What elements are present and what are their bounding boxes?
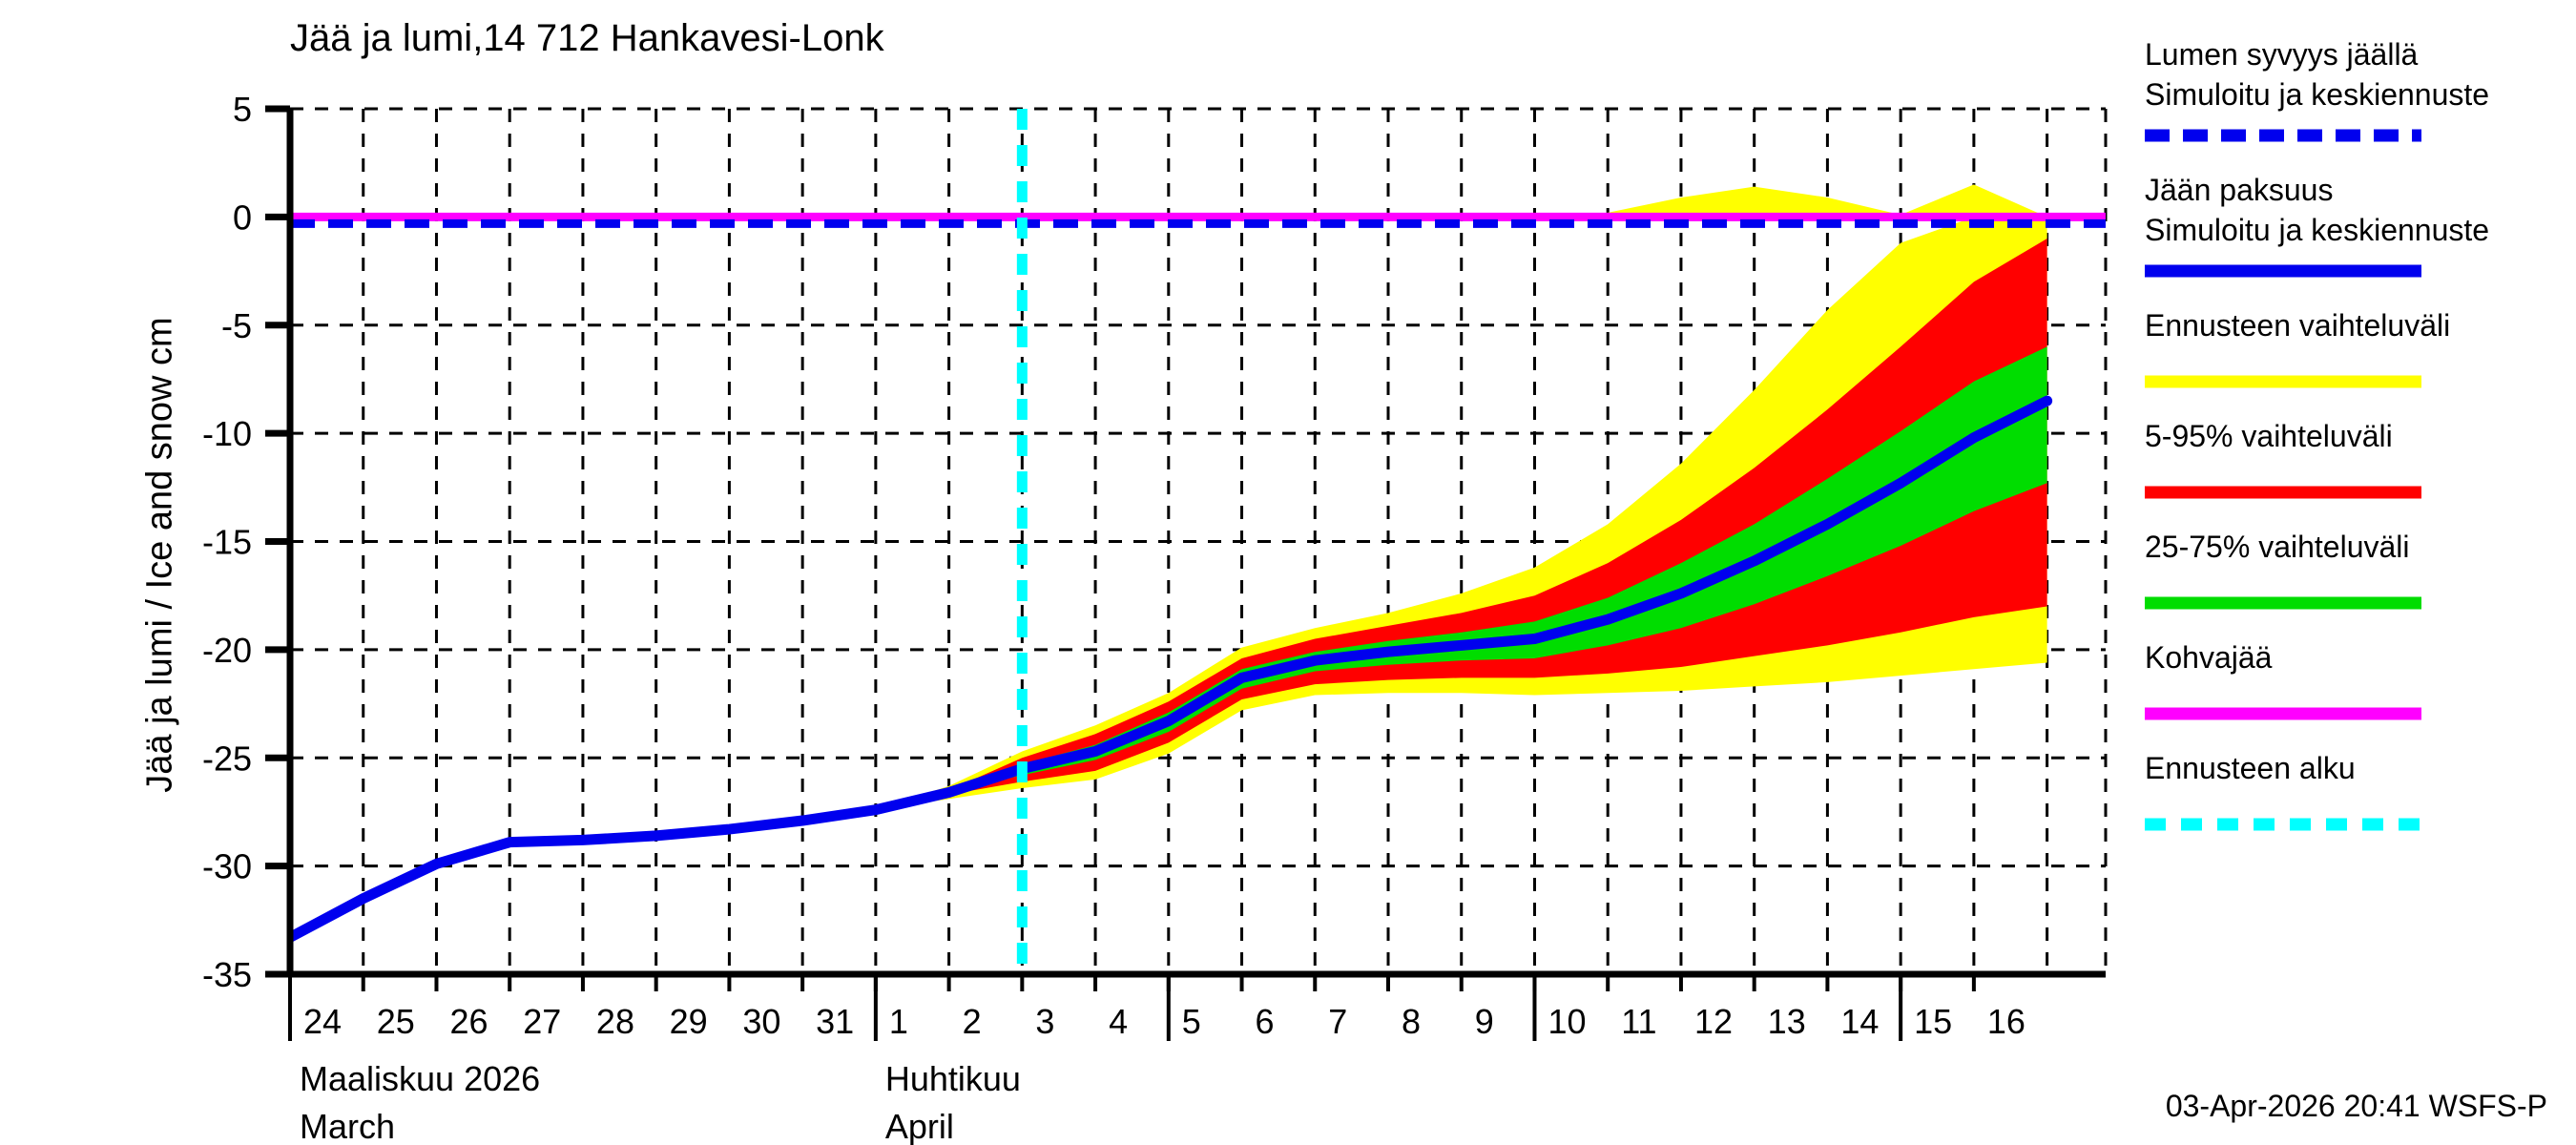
- svg-text:5: 5: [233, 90, 252, 129]
- svg-text:0: 0: [233, 198, 252, 237]
- svg-text:14: 14: [1840, 1002, 1879, 1041]
- svg-text:6: 6: [1256, 1002, 1275, 1041]
- svg-text:12: 12: [1694, 1002, 1733, 1041]
- svg-text:13: 13: [1768, 1002, 1806, 1041]
- svg-text:25: 25: [377, 1002, 415, 1041]
- svg-text:-30: -30: [202, 847, 252, 886]
- svg-text:28: 28: [596, 1002, 634, 1041]
- legend-heading: Ennusteen alku: [2145, 751, 2356, 785]
- page-title: Jää ja lumi,14 712 Hankavesi-Lonk: [290, 17, 884, 59]
- ice-mean-line: [290, 395, 2053, 943]
- legend-heading: 25-75% vaihteluväli: [2145, 530, 2410, 564]
- svg-text:27: 27: [523, 1002, 561, 1041]
- legend-heading: Kohvajää: [2145, 640, 2273, 675]
- svg-text:-25: -25: [202, 739, 252, 778]
- svg-text:Huhtikuu: Huhtikuu: [885, 1059, 1021, 1098]
- svg-text:11: 11: [1621, 1002, 1656, 1041]
- legend-subheading: Simuloitu ja keskiennuste: [2145, 213, 2489, 247]
- month-labels: Maaliskuu 2026 March Huhtikuu April: [300, 1059, 1021, 1145]
- svg-text:March: March: [300, 1107, 395, 1145]
- svg-text:Maaliskuu 2026: Maaliskuu 2026: [300, 1059, 540, 1098]
- svg-text:9: 9: [1475, 1002, 1494, 1041]
- svg-text:7: 7: [1328, 1002, 1347, 1041]
- footer-timestamp: 03-Apr-2026 20:41 WSFS-P: [2165, 1089, 2547, 1123]
- data-bands: [290, 109, 2106, 974]
- x-axis-ticks: 24 25 26 27 28 29 30 31 1 2 3 4 5 6 7 8 9 10 11 12 13 14 15 16: [288, 974, 2025, 1041]
- svg-text:3: 3: [1035, 1002, 1054, 1041]
- svg-text:24: 24: [303, 1002, 342, 1041]
- svg-text:2: 2: [963, 1002, 982, 1041]
- svg-text:26: 26: [449, 1002, 488, 1041]
- svg-text:8: 8: [1402, 1002, 1421, 1041]
- svg-text:-15: -15: [202, 523, 252, 562]
- legend-heading: Ennusteen vaihteluväli: [2145, 308, 2450, 343]
- svg-text:April: April: [885, 1107, 954, 1145]
- svg-text:-20: -20: [202, 631, 252, 670]
- svg-text:30: 30: [742, 1002, 780, 1041]
- y-axis-ticks: 5 0 -5 -10 -15 -20 -25 -30 -35: [202, 90, 290, 994]
- svg-text:16: 16: [1987, 1002, 2025, 1041]
- legend-heading: 5-95% vaihteluväli: [2145, 419, 2393, 453]
- svg-text:1: 1: [889, 1002, 908, 1041]
- legend-heading: Jään paksuus: [2145, 173, 2333, 207]
- svg-text:5: 5: [1182, 1002, 1201, 1041]
- legend-heading: Lumen syvyys jäällä: [2145, 37, 2419, 72]
- svg-text:15: 15: [1914, 1002, 1952, 1041]
- svg-text:31: 31: [816, 1002, 854, 1041]
- svg-text:-5: -5: [221, 306, 252, 345]
- svg-text:-10: -10: [202, 414, 252, 453]
- legend: Lumen syvyys jäällä Simuloitu ja keskienn…: [2145, 37, 2489, 831]
- legend-subheading: Simuloitu ja keskiennuste: [2145, 77, 2489, 112]
- svg-text:29: 29: [670, 1002, 708, 1041]
- svg-text:4: 4: [1109, 1002, 1128, 1041]
- svg-text:10: 10: [1548, 1002, 1586, 1041]
- svg-text:-35: -35: [202, 955, 252, 994]
